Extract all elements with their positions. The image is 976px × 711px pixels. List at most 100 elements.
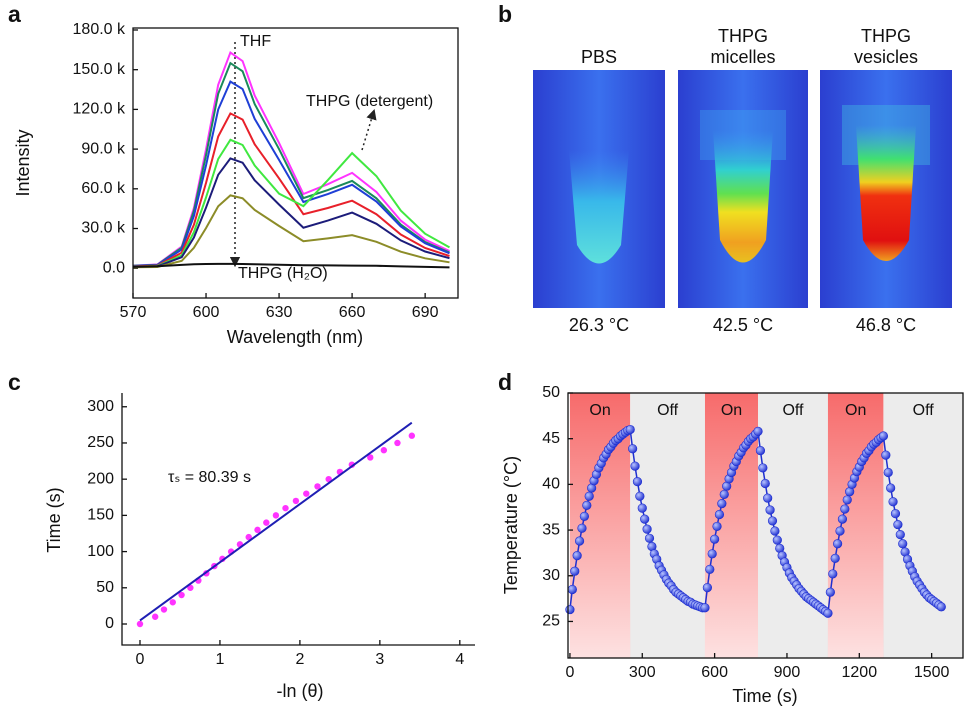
x-tick-label: 660 bbox=[339, 304, 366, 321]
span bbox=[758, 393, 828, 658]
x-axis-title: Wavelength (nm) bbox=[227, 327, 363, 347]
temperature-point bbox=[628, 444, 638, 454]
spectrum-line bbox=[132, 194, 450, 269]
y-tick-label: 35 bbox=[542, 521, 560, 538]
annotation: τₛ = 80.39 s bbox=[168, 469, 251, 486]
data-point bbox=[136, 620, 144, 628]
image-title: vesicles bbox=[854, 47, 918, 67]
temperature-point bbox=[830, 553, 840, 563]
temperature-point bbox=[630, 461, 640, 471]
temperature-point bbox=[823, 608, 833, 618]
y-axis-title: Intensity bbox=[13, 129, 33, 196]
span-label: Off bbox=[782, 402, 804, 419]
y-tick-label: 90.0 k bbox=[81, 140, 126, 157]
y-tick-label: 0.0 bbox=[103, 259, 125, 276]
x-axis-title: Time (s) bbox=[732, 686, 797, 706]
temperature-point bbox=[719, 489, 729, 500]
data-point bbox=[178, 591, 185, 599]
x-tick-label: 570 bbox=[120, 304, 147, 321]
data-point bbox=[314, 483, 321, 490]
x-tick-label: 1 bbox=[215, 651, 224, 668]
y-tick-label: 25 bbox=[542, 613, 560, 630]
temperature-point bbox=[584, 491, 594, 501]
data-point bbox=[263, 519, 270, 526]
temperature-point bbox=[577, 523, 587, 533]
temperature-point bbox=[895, 530, 905, 540]
temperature-point bbox=[936, 602, 946, 612]
temperature-point bbox=[837, 514, 848, 524]
spectrum-line bbox=[132, 61, 450, 267]
temperature-point bbox=[574, 536, 585, 546]
temperature-point bbox=[702, 583, 712, 593]
plots: 0.0 30.0 k 60.0 k 90.0 k 120.0 k 150.0 k 180.0… bbox=[8, 1, 964, 706]
y-axis-title: Temperature (°C) bbox=[501, 456, 521, 594]
x-tick-label: 300 bbox=[629, 664, 656, 681]
temperature-point bbox=[579, 511, 589, 521]
span-label: On bbox=[721, 402, 742, 419]
y-tick-label: 50 bbox=[542, 384, 560, 401]
temperature-point bbox=[825, 587, 835, 597]
y-tick-label: 120.0 k bbox=[73, 101, 126, 118]
image-title: THPG bbox=[718, 26, 768, 46]
temperature-point bbox=[770, 526, 780, 536]
temperature-point bbox=[883, 467, 893, 478]
temperature-point bbox=[565, 604, 575, 615]
y-axis-title: Time (s) bbox=[44, 487, 64, 552]
y-tick-label: 150.0 k bbox=[73, 61, 126, 78]
x-tick-label: 0 bbox=[565, 664, 574, 681]
thermal-image bbox=[533, 70, 665, 308]
data-point bbox=[282, 504, 289, 512]
y-tick-label: 50 bbox=[96, 579, 114, 596]
spectrum-line bbox=[132, 157, 450, 268]
y-tick-label: 30.0 k bbox=[81, 220, 126, 237]
y-tick-label: 300 bbox=[87, 398, 114, 415]
temperature-point bbox=[637, 503, 647, 513]
temperature-point bbox=[635, 491, 645, 501]
temperature-point bbox=[632, 477, 643, 487]
temperature-point bbox=[840, 504, 850, 514]
plot-frame bbox=[567, 392, 964, 659]
data-point bbox=[169, 599, 176, 606]
span-label: Off bbox=[657, 402, 679, 419]
data-point bbox=[367, 454, 374, 461]
temperature-point bbox=[835, 526, 845, 536]
x-tick-label: 600 bbox=[701, 664, 728, 681]
span-label: On bbox=[845, 402, 866, 419]
temperature-point bbox=[712, 521, 722, 532]
temperature-point bbox=[833, 539, 843, 549]
image-title: PBS bbox=[581, 47, 617, 67]
temperature-point bbox=[881, 450, 891, 460]
x-tick-label: 1200 bbox=[842, 664, 878, 681]
thermal-image bbox=[820, 70, 952, 308]
span-label: On bbox=[589, 402, 610, 419]
y-tick-label: 45 bbox=[542, 430, 560, 447]
data-point bbox=[380, 447, 388, 454]
temperature-point bbox=[772, 535, 782, 545]
temperature-point bbox=[572, 551, 582, 561]
x-tick-label: 0 bbox=[136, 651, 145, 668]
x-tick-label: 4 bbox=[455, 651, 464, 668]
temperature-point bbox=[644, 533, 655, 543]
image-temperature: 46.8 °C bbox=[856, 315, 916, 335]
temperature-point bbox=[700, 603, 710, 613]
spectrum-line bbox=[132, 112, 450, 268]
temperature-point bbox=[763, 493, 773, 503]
data-point bbox=[160, 606, 168, 613]
y-tick-label: 0 bbox=[105, 615, 114, 632]
temperature-point bbox=[767, 516, 778, 526]
spectrum-line bbox=[132, 138, 450, 268]
temperature-point bbox=[717, 498, 727, 509]
x-tick-label: 1500 bbox=[914, 664, 950, 681]
y-tick-label: 150 bbox=[87, 507, 114, 524]
span-label: Off bbox=[913, 402, 935, 419]
temperature-point bbox=[760, 478, 770, 489]
y-tick-label: 250 bbox=[87, 434, 114, 451]
x-tick-label: 2 bbox=[295, 651, 304, 668]
y-tick-label: 180.0 k bbox=[73, 21, 126, 38]
x-axis-title: -ln (θ) bbox=[276, 681, 323, 701]
temperature-point bbox=[755, 445, 766, 456]
data-point bbox=[303, 490, 310, 497]
image-title: THPG bbox=[861, 26, 911, 46]
span bbox=[630, 393, 705, 658]
